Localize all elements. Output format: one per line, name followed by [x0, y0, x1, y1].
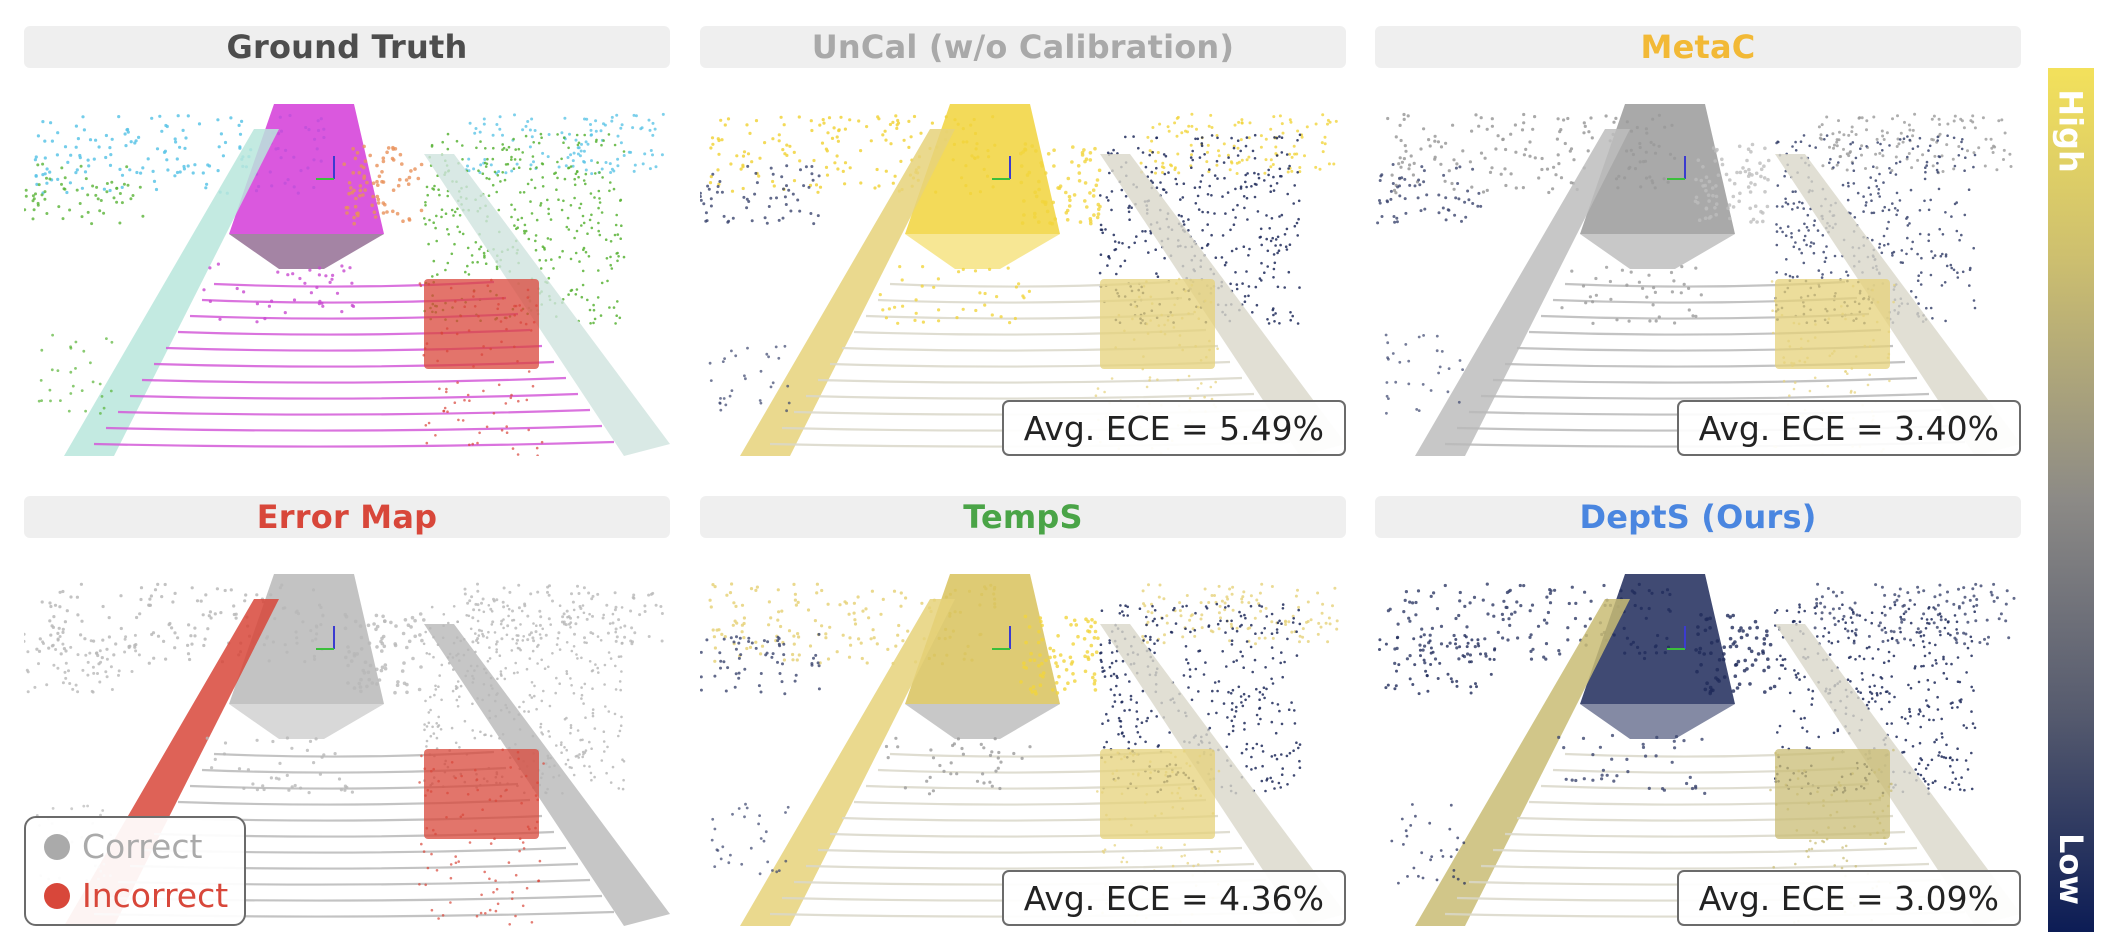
- colorbar-low-label: Low: [2052, 833, 2090, 905]
- panel-title: DeptS (Ours): [1375, 496, 2021, 538]
- point-cloud-image: Avg. ECE = 3.40%: [1375, 84, 2021, 456]
- panel-title: TempS: [700, 496, 1346, 538]
- panel-uncal: UnCal (w/o Calibration) Avg. ECE = 5.49%: [700, 26, 1346, 456]
- panel-ground-truth: Ground Truth: [24, 26, 670, 456]
- point-cloud-image: Correct Incorrect: [24, 554, 670, 926]
- panel-metac: MetaC Avg. ECE = 3.40%: [1375, 26, 2021, 456]
- ece-badge: Avg. ECE = 3.40%: [1676, 400, 2021, 456]
- legend-incorrect-label: Incorrect: [82, 876, 229, 915]
- point-cloud-image: [24, 84, 670, 456]
- panel-title: Ground Truth: [24, 26, 670, 68]
- panel-title: Error Map: [24, 496, 670, 538]
- panel-depts: DeptS (Ours) Avg. ECE = 3.09%: [1375, 496, 2021, 926]
- correct-dot-icon: [44, 833, 70, 860]
- colorbar-high-label: High: [2052, 89, 2090, 173]
- point-cloud-image: Avg. ECE = 3.09%: [1375, 554, 2021, 926]
- ece-badge: Avg. ECE = 4.36%: [1001, 870, 1346, 926]
- point-cloud-image: Avg. ECE = 5.49%: [700, 84, 1346, 456]
- confidence-colorbar: High Low: [2048, 68, 2094, 932]
- panel-error-map: Error Map Correct Incorrect: [24, 496, 670, 926]
- incorrect-dot-icon: [44, 882, 70, 909]
- point-cloud-image: Avg. ECE = 4.36%: [700, 554, 1346, 926]
- legend-correct: Correct: [44, 827, 244, 866]
- panel-temps: TempS Avg. ECE = 4.36%: [700, 496, 1346, 926]
- legend-correct-label: Correct: [82, 827, 203, 866]
- panel-title: UnCal (w/o Calibration): [700, 26, 1346, 68]
- error-legend: Correct Incorrect: [24, 816, 246, 926]
- panel-title: MetaC: [1375, 26, 2021, 68]
- legend-incorrect: Incorrect: [44, 876, 244, 915]
- ece-badge: Avg. ECE = 3.09%: [1676, 870, 2021, 926]
- ece-badge: Avg. ECE = 5.49%: [1001, 400, 1346, 456]
